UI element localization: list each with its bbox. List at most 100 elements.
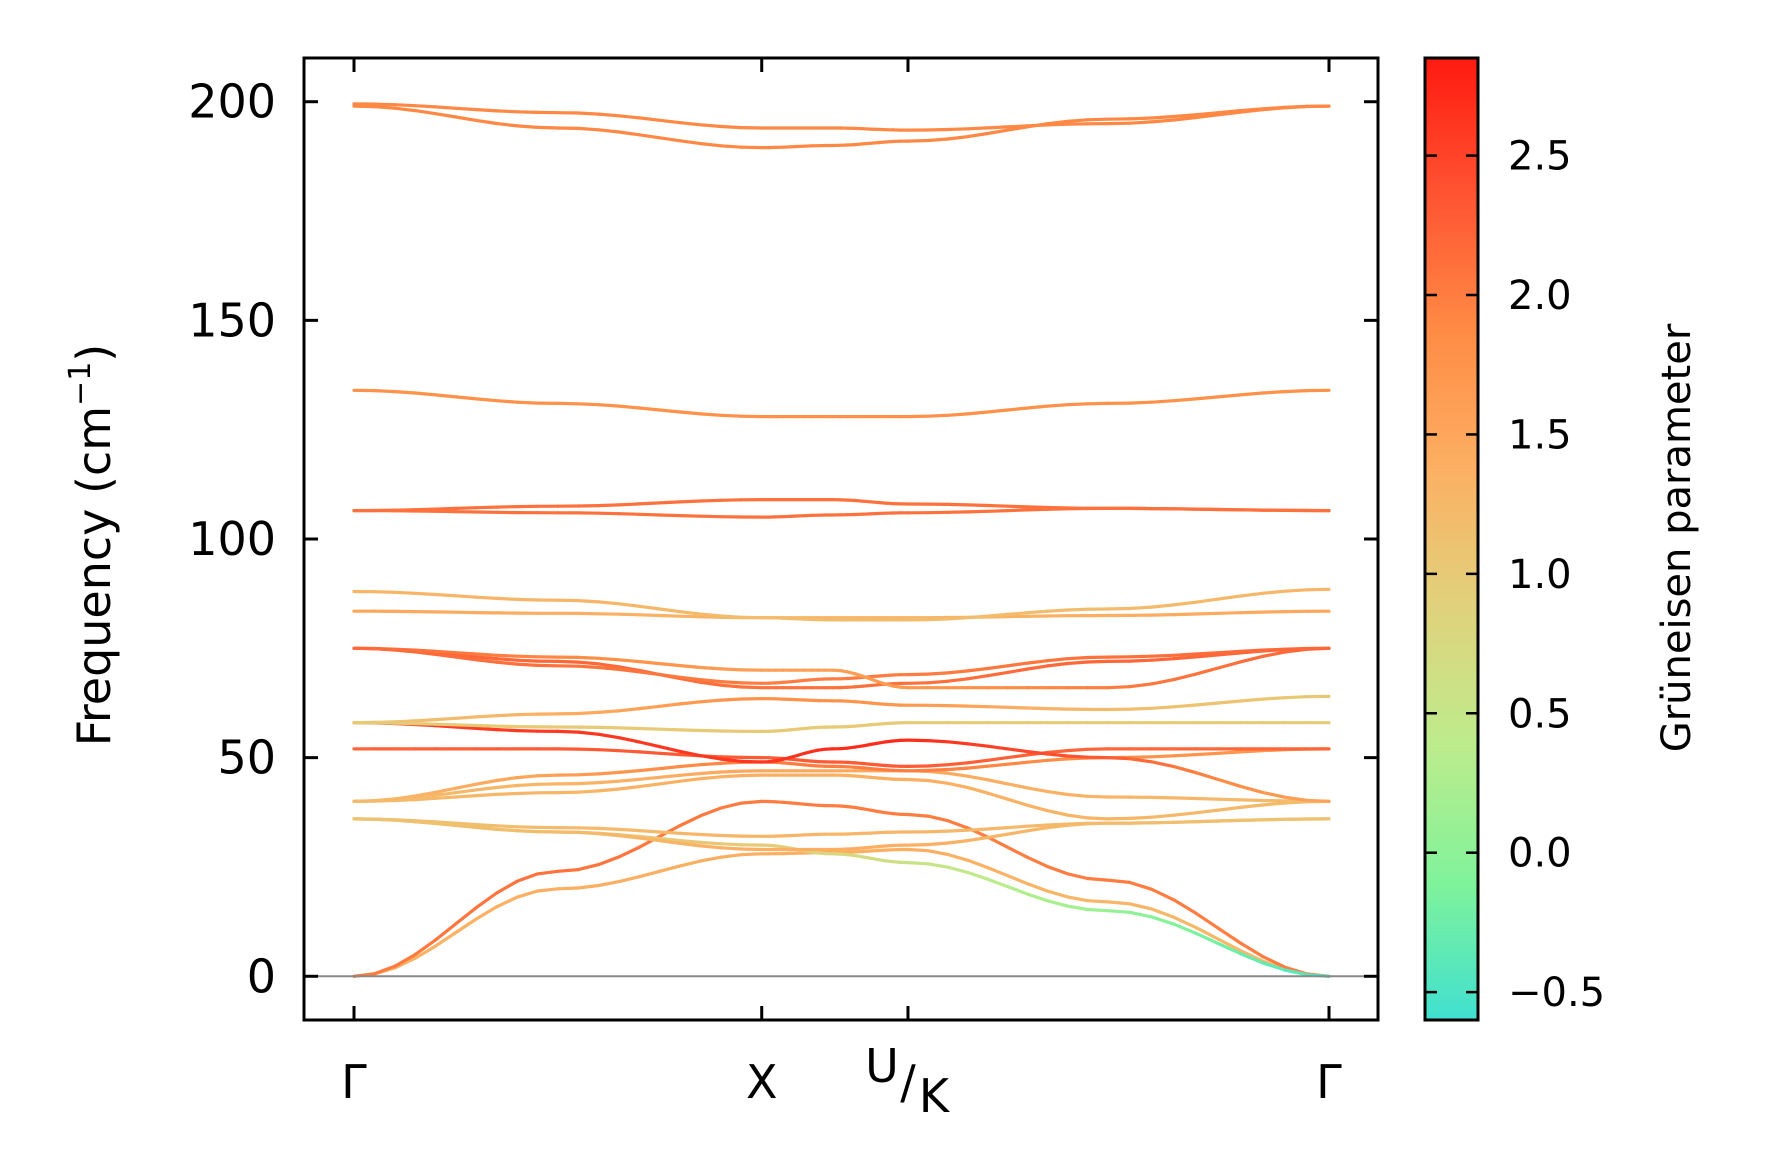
band-segment [1172,915,1198,930]
band-segment [719,697,743,702]
band-segment [637,501,662,506]
band-segment [739,847,764,852]
band-segment [413,648,438,653]
band-segment [1006,884,1030,896]
y-tick-label: 0 [247,949,276,1003]
band-segment [1238,391,1265,397]
band-segment [1045,789,1070,797]
band-segment [617,658,642,664]
band-segment [1238,697,1265,703]
band-segment [986,762,1010,768]
band-segment [1150,907,1176,919]
band-segment [946,615,970,621]
band-segment [1194,611,1220,616]
band-segment [1260,390,1287,395]
band-segment [1025,659,1050,665]
band-segment [474,397,499,403]
band-segment [1216,941,1243,956]
band-segment [1216,108,1243,115]
band-segment [1045,752,1070,758]
band-segment [946,502,970,507]
band-segment [906,842,930,847]
band-segment [413,650,438,657]
band-segment [658,727,682,732]
band-segment [515,728,540,733]
band-segment [658,773,682,779]
band-segment [986,755,1010,762]
band-segment [698,514,723,519]
band-segment [1065,904,1090,912]
band-segment [617,512,642,516]
band-segment [986,503,1010,508]
band-segment [678,841,703,848]
band-segment [1172,672,1198,682]
band-segment [719,679,743,685]
band-segment [372,817,397,822]
band-segment [515,597,540,602]
band-segment [495,109,519,114]
colorbar-tick-label: −0.5 [1508,970,1605,1016]
band-segment [678,859,703,868]
band-segment [1025,507,1050,512]
band-segment [413,108,438,116]
band-segment [433,651,458,657]
band-segment [1150,795,1176,800]
band-segment [1127,902,1154,911]
band-segment [1006,125,1030,132]
band-segment [1065,813,1090,820]
band-segment [617,736,642,744]
band-segment [1238,941,1265,959]
band-segment [596,770,621,776]
band-segment [678,675,703,682]
band-segment [596,709,621,715]
band-segment [1260,589,1287,595]
band-segment [1194,751,1220,757]
band-segment [986,835,1010,849]
band-segment [1216,926,1243,945]
band-segment [946,865,970,875]
band-segment [1045,899,1070,908]
colorbar-tick-label: 0.5 [1508,691,1572,737]
band-segment [678,614,703,619]
band-segment [966,503,990,508]
band-segment [1194,911,1220,930]
band-segment [1006,824,1030,830]
band-segment [454,506,478,510]
colorbar-tick-label: 1.0 [1508,552,1572,598]
band-segment [433,820,458,825]
band-segment [926,849,950,857]
y-axis-label-superscript: −1 [63,362,98,406]
band-segment [906,860,930,866]
band-segment [698,612,723,618]
band-segment [658,864,682,873]
band-segment [1006,611,1030,617]
band-segment [637,726,662,731]
band-segment [413,819,438,826]
band-segment [1216,611,1243,615]
y-tick-label: 50 [217,731,276,785]
band-segment [495,724,519,729]
band-segment [1065,872,1090,881]
band-segment [678,831,703,837]
band-segment [1172,115,1198,122]
band-segment [1172,811,1198,817]
band-segment [495,399,519,404]
band-segment [1172,600,1198,607]
y-tick-label: 150 [188,293,276,347]
band-segment [1238,803,1265,810]
band-segment [1025,855,1050,869]
band-segment [658,613,682,618]
band-segment [1006,829,1030,836]
band-segment [946,412,970,417]
band-segment [1006,504,1030,509]
band-segment [1105,606,1132,611]
band-segment [454,725,478,731]
band-segment [495,824,519,829]
band-segment [433,393,458,399]
band-segment [596,128,621,134]
band-segment [576,883,601,890]
band-segment [1065,607,1090,612]
band-segment [966,131,990,139]
band-segment [495,727,519,733]
band-segment [1025,749,1050,756]
